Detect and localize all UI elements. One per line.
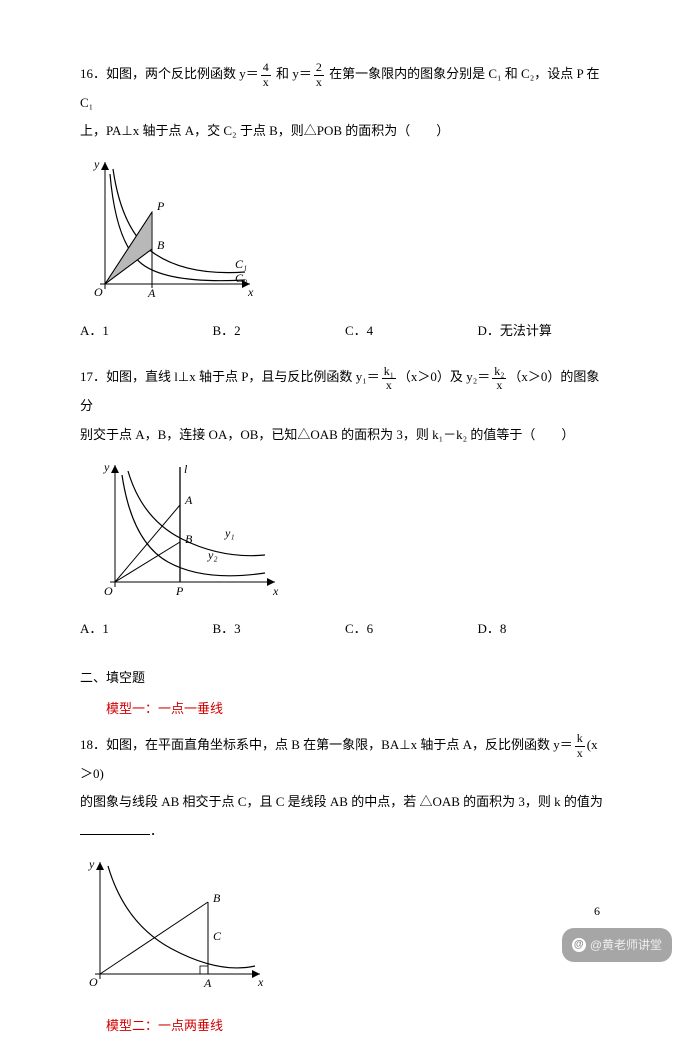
q18-text: 18．如图，在平面直角坐标系中，点 B 在第一象限，BA⊥x 轴于点 A，反比例… bbox=[80, 731, 610, 788]
question-17: 17．如图，直线 l⊥x 轴于点 P，且与反比例函数 y₁＝k₁x（x＞0）及 … bbox=[80, 363, 610, 643]
q16-frac2: 2x bbox=[314, 61, 324, 88]
q16-P-label: P bbox=[156, 199, 165, 213]
model-1-label: 模型一：一点一垂线 bbox=[106, 695, 610, 724]
q16-line2: 上，PA⊥x 轴于点 A，交 C₂ 于点 B，则△POB 的面积为（ ） bbox=[80, 117, 610, 146]
q16-figure: O A B P x y C₁ C₂ bbox=[80, 154, 610, 309]
q17-choices: A．1 B．3 C．6 D．8 bbox=[80, 615, 610, 644]
q16-yeq2: y＝ bbox=[292, 66, 312, 81]
q17-P-label: P bbox=[175, 584, 184, 598]
q16-y-label: y bbox=[93, 157, 100, 171]
q18-figure: O A B C x y bbox=[80, 854, 610, 994]
q16-C2-label: C₂ bbox=[235, 271, 247, 285]
q17-choice-C: C．6 bbox=[345, 615, 478, 644]
q18-pre: 如图，在平面直角坐标系中，点 B 在第一象限，BA⊥x 轴于点 A，反比例函数 bbox=[106, 737, 553, 752]
q16-x-label: x bbox=[247, 285, 254, 299]
q17-y-label: y bbox=[103, 460, 110, 474]
q16-choice-A: A．1 bbox=[80, 317, 213, 346]
question-16: 16．如图，两个反比例函数 y＝4x 和 y＝2x 在第一象限内的图象分别是 C… bbox=[80, 60, 610, 345]
q18-frac: kx bbox=[575, 732, 585, 759]
q18-yeq: y＝ bbox=[553, 737, 573, 752]
q16-B-label: B bbox=[157, 238, 165, 252]
at-icon: @ bbox=[572, 938, 586, 952]
section-2-head: 二、填空题 bbox=[80, 664, 610, 693]
q17-choice-B: B．3 bbox=[213, 615, 346, 644]
q16-O-label: O bbox=[94, 285, 103, 299]
q17-O-label: O bbox=[104, 584, 113, 598]
q17-figure: O P A B l x y y₁ y₂ bbox=[90, 457, 610, 607]
q18-line2: 的图象与线段 AB 相交于点 C，且 C 是线段 AB 的中点，若 △OAB 的… bbox=[80, 788, 610, 817]
q16-choice-D: D．无法计算 bbox=[478, 317, 611, 346]
q18-y-label: y bbox=[88, 857, 95, 871]
q17-choice-D: D．8 bbox=[478, 615, 611, 644]
q17-choice-A: A．1 bbox=[80, 615, 213, 644]
q16-mid1: 和 bbox=[273, 66, 293, 81]
q17-y1-label: y₁ bbox=[224, 526, 235, 540]
q17-l-label: l bbox=[184, 462, 188, 476]
q16-choice-C: C．4 bbox=[345, 317, 478, 346]
q16-pre: 如图，两个反比例函数 bbox=[106, 66, 239, 81]
q18-C-label: C bbox=[213, 929, 222, 943]
q16-choices: A．1 B．2 C．4 D．无法计算 bbox=[80, 317, 610, 346]
q17-y2-label: y₂ bbox=[207, 548, 218, 562]
q16-text: 16．如图，两个反比例函数 y＝4x 和 y＝2x 在第一象限内的图象分别是 C… bbox=[80, 60, 610, 117]
q17-y1: y₁＝ bbox=[356, 369, 380, 384]
q17-num: 17． bbox=[80, 369, 106, 384]
q18-B-label: B bbox=[213, 891, 221, 905]
watermark-text: @黄老师讲堂 bbox=[590, 932, 662, 958]
q16-yeq: y＝ bbox=[239, 66, 259, 81]
q17-frac2: k₂x bbox=[492, 365, 506, 392]
q17-line2: 别交于点 A，B，连接 OA，OB，已知△OAB 的面积为 3，则 k₁－k₂ … bbox=[80, 421, 610, 450]
q18-blank-line: ． bbox=[80, 817, 610, 846]
q17-text: 17．如图，直线 l⊥x 轴于点 P，且与反比例函数 y₁＝k₁x（x＞0）及 … bbox=[80, 363, 610, 420]
q17-y2: y₂＝ bbox=[466, 369, 490, 384]
q17-frac1: k₁x bbox=[382, 365, 396, 392]
q16-num: 16． bbox=[80, 66, 106, 81]
q17-B-label: B bbox=[185, 532, 193, 546]
page-number: 6 bbox=[594, 898, 600, 924]
q16-choice-B: B．2 bbox=[213, 317, 346, 346]
q18-O-label: O bbox=[89, 975, 98, 989]
q18-num: 18． bbox=[80, 737, 106, 752]
model-2-label: 模型二：一点两垂线 bbox=[106, 1012, 610, 1040]
q17-A-label: A bbox=[184, 493, 193, 507]
q18-blank bbox=[80, 822, 150, 835]
q17-x-label: x bbox=[272, 584, 279, 598]
watermark: @ @黄老师讲堂 bbox=[562, 928, 672, 962]
question-18: 18．如图，在平面直角坐标系中，点 B 在第一象限，BA⊥x 轴于点 A，反比例… bbox=[80, 731, 610, 993]
q18-A-label: A bbox=[203, 976, 212, 990]
q16-C1-label: C₁ bbox=[235, 257, 247, 271]
q18-x-label: x bbox=[257, 975, 264, 989]
q17-cond1: （x＞0）及 bbox=[398, 369, 466, 384]
q16-frac1: 4x bbox=[261, 61, 271, 88]
q16-A-label: A bbox=[147, 286, 156, 300]
q17-pre: 如图，直线 l⊥x 轴于点 P，且与反比例函数 bbox=[106, 369, 356, 384]
